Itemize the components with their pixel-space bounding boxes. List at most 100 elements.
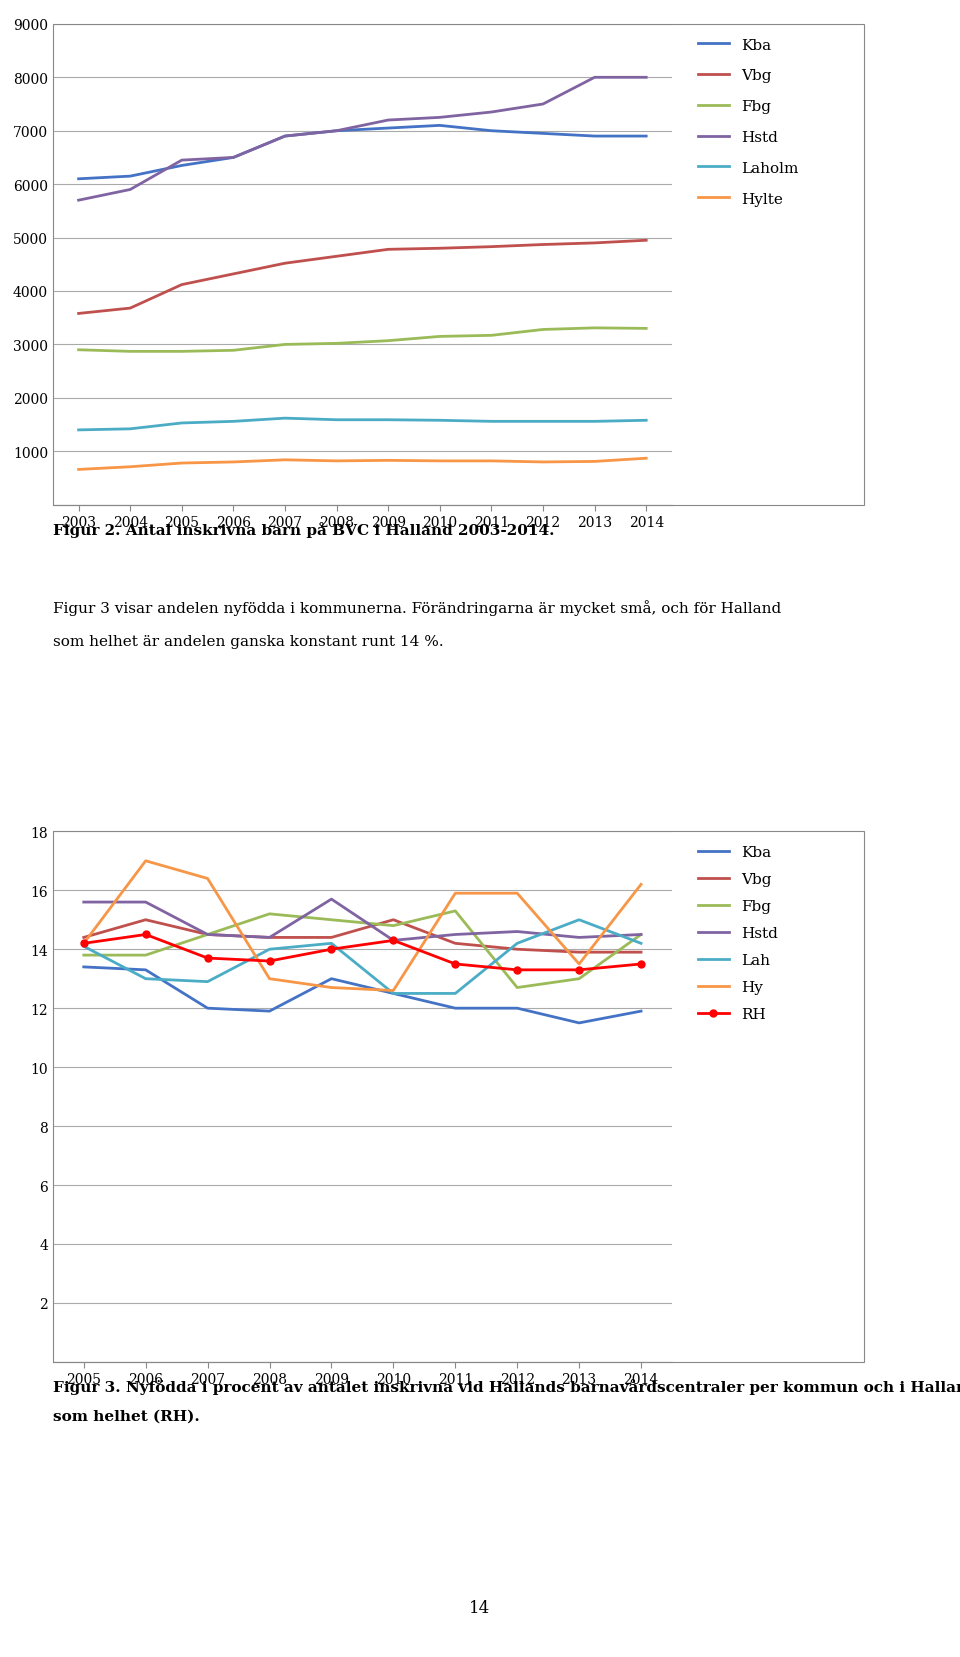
RH xyxy=(78,935,89,954)
Hstd xyxy=(388,931,399,951)
Text: Figur 2. Antal inskrivna barn på BVC i Halland 2003-2014.: Figur 2. Antal inskrivna barn på BVC i H… xyxy=(53,522,554,539)
Vbg xyxy=(434,239,445,258)
Line: Hstd: Hstd xyxy=(84,900,641,941)
RH xyxy=(636,954,647,974)
Line: Kba: Kba xyxy=(79,126,646,179)
Line: Vbg: Vbg xyxy=(79,242,646,315)
Kba xyxy=(202,999,213,1019)
RH xyxy=(325,940,337,959)
Fbg xyxy=(73,341,84,361)
Line: Lah: Lah xyxy=(84,920,641,994)
Kba xyxy=(325,969,337,989)
Kba xyxy=(434,116,445,136)
Hylte xyxy=(73,461,84,481)
Hylte xyxy=(486,452,497,472)
Hylte xyxy=(640,449,652,469)
Fbg xyxy=(573,969,585,989)
Line: RH: RH xyxy=(81,931,644,974)
Hstd xyxy=(202,925,213,944)
Fbg xyxy=(264,905,276,925)
Laholm xyxy=(73,421,84,441)
Hy xyxy=(512,883,523,903)
Hstd xyxy=(382,111,394,131)
Hstd xyxy=(228,149,239,169)
Vbg xyxy=(331,247,343,267)
Kba xyxy=(140,961,152,981)
Hstd xyxy=(264,928,276,948)
Kba xyxy=(176,156,187,176)
Vbg xyxy=(228,265,239,285)
RH xyxy=(449,954,461,974)
Vbg xyxy=(73,305,84,325)
Fbg xyxy=(449,901,461,921)
Kba xyxy=(486,121,497,141)
Kba xyxy=(640,128,652,147)
Kba xyxy=(331,121,343,141)
Vbg xyxy=(640,232,652,252)
Fbg xyxy=(486,326,497,346)
Laholm xyxy=(640,411,652,431)
Hylte xyxy=(434,452,445,472)
Hy xyxy=(388,981,399,1001)
Hstd xyxy=(640,68,652,88)
Hylte xyxy=(228,452,239,472)
RH xyxy=(140,925,152,944)
Line: Hstd: Hstd xyxy=(79,78,646,200)
Vbg xyxy=(388,910,399,930)
Hy xyxy=(78,935,89,954)
Hstd xyxy=(125,181,136,200)
Line: Hy: Hy xyxy=(84,862,641,991)
Hylte xyxy=(176,454,187,474)
Vbg xyxy=(279,254,291,273)
Vbg xyxy=(538,235,549,255)
Hstd xyxy=(588,68,600,88)
Kba xyxy=(636,1001,647,1021)
Hstd xyxy=(176,151,187,171)
Text: som helhet är andelen ganska konstant runt 14 %.: som helhet är andelen ganska konstant ru… xyxy=(53,635,444,648)
Kba xyxy=(382,119,394,139)
Hstd xyxy=(73,191,84,210)
Hstd xyxy=(434,108,445,128)
Hy xyxy=(573,954,585,974)
Fbg xyxy=(279,335,291,355)
Fbg xyxy=(434,328,445,348)
Fbg xyxy=(325,910,337,930)
Hstd xyxy=(449,925,461,944)
Vbg xyxy=(176,275,187,295)
Laholm xyxy=(588,413,600,432)
Lah xyxy=(140,969,152,989)
Vbg xyxy=(140,910,152,930)
Hstd xyxy=(325,890,337,910)
Line: Laholm: Laholm xyxy=(79,419,646,431)
Hstd xyxy=(636,925,647,944)
Line: Hylte: Hylte xyxy=(79,459,646,471)
Vbg xyxy=(382,240,394,260)
Fbg xyxy=(78,946,89,966)
Fbg xyxy=(512,978,523,998)
Hylte xyxy=(331,452,343,472)
Fbg xyxy=(202,925,213,944)
RH xyxy=(512,961,523,981)
RH xyxy=(202,948,213,968)
Text: 14: 14 xyxy=(469,1599,491,1616)
Fbg xyxy=(125,343,136,363)
Lah xyxy=(573,910,585,930)
Vbg xyxy=(486,237,497,257)
Hy xyxy=(636,875,647,895)
Hy xyxy=(202,868,213,888)
Lah xyxy=(449,984,461,1004)
RH xyxy=(573,961,585,981)
Hylte xyxy=(382,451,394,471)
Lah xyxy=(512,935,523,954)
Text: Figur 3 visar andelen nyfödda i kommunerna. Förändringarna är mycket små, och fö: Figur 3 visar andelen nyfödda i kommuner… xyxy=(53,600,781,616)
Laholm xyxy=(486,413,497,432)
Hstd xyxy=(538,94,549,114)
Kba xyxy=(588,128,600,147)
Hylte xyxy=(588,452,600,472)
Hstd xyxy=(279,128,291,147)
Lah xyxy=(388,984,399,1004)
Kba xyxy=(538,124,549,144)
Kba xyxy=(73,169,84,189)
Legend: Kba, Vbg, Fbg, Hstd, Lah, Hy, RH: Kba, Vbg, Fbg, Hstd, Lah, Hy, RH xyxy=(692,840,784,1027)
Text: som helhet (RH).: som helhet (RH). xyxy=(53,1408,200,1422)
